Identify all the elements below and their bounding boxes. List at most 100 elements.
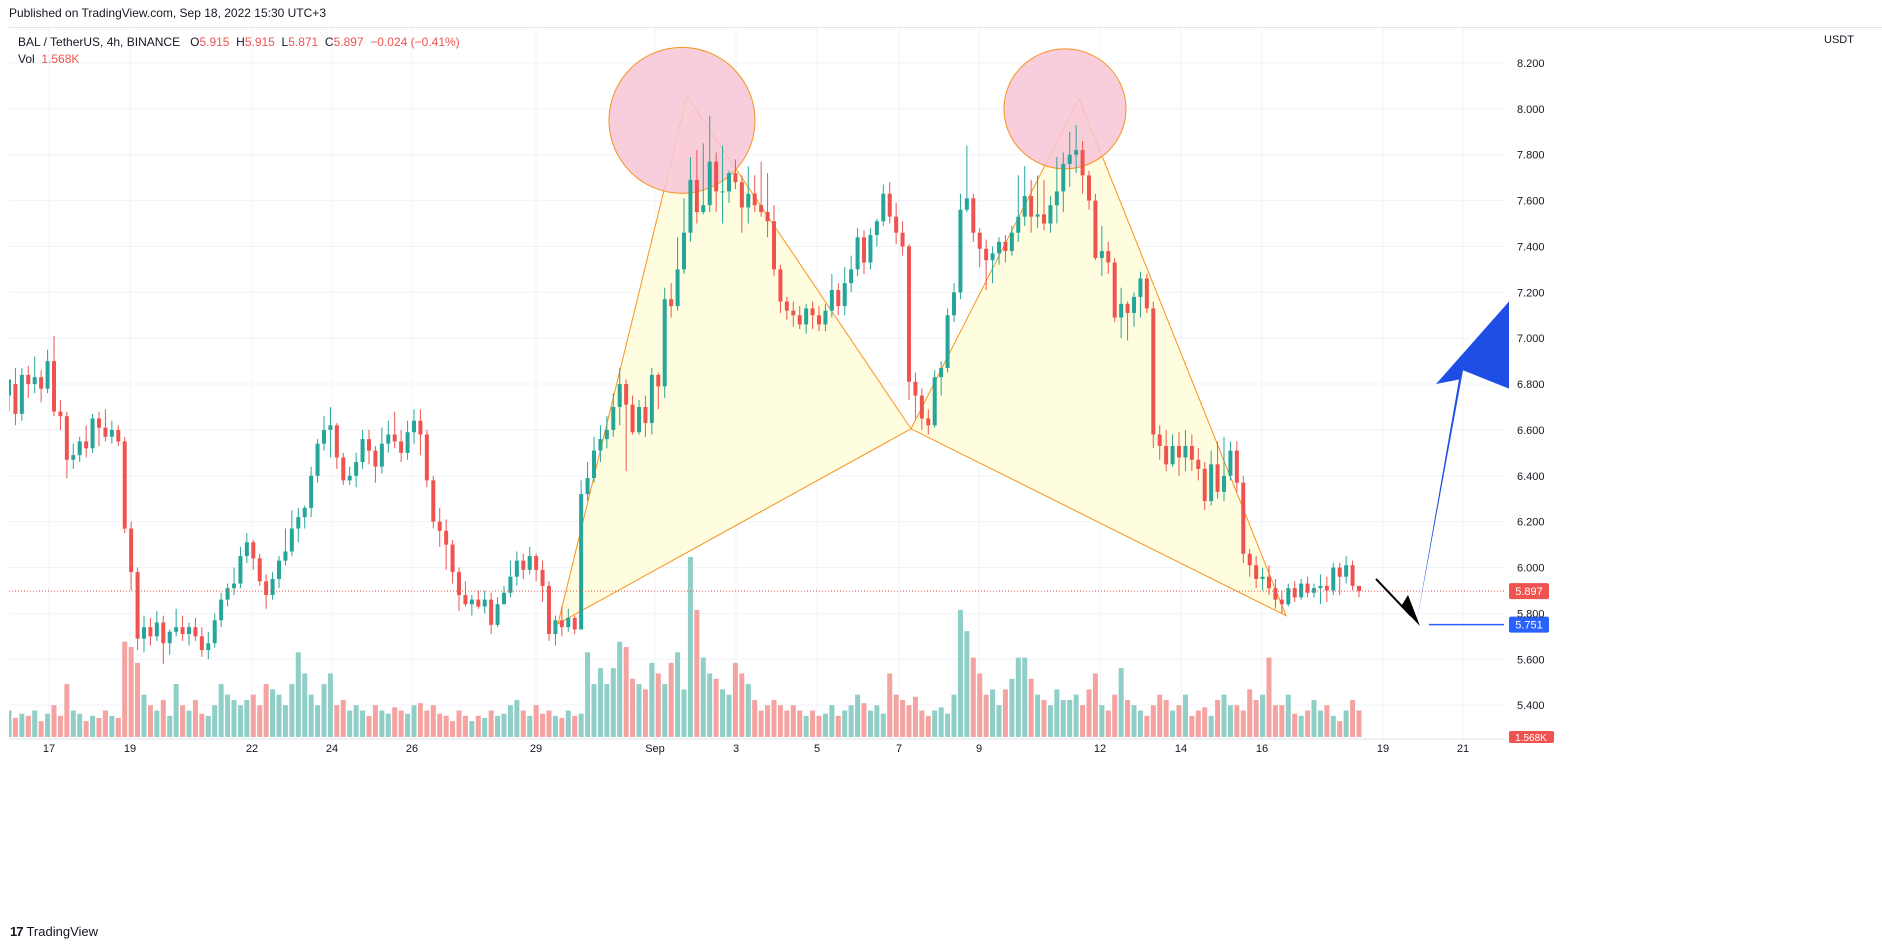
tradingview-logo[interactable]: 17 TradingView bbox=[10, 924, 98, 939]
candle-body bbox=[1061, 163, 1066, 192]
candle-body bbox=[521, 560, 526, 570]
volume-bar bbox=[1227, 705, 1233, 737]
candle-body bbox=[1260, 576, 1265, 579]
volume-bar bbox=[990, 689, 996, 737]
volume-bar bbox=[263, 684, 269, 737]
candle-body bbox=[437, 521, 442, 531]
candle-body bbox=[643, 406, 648, 424]
candle-body bbox=[862, 237, 866, 263]
candle-body bbox=[804, 308, 809, 325]
symbol-title[interactable]: BAL / TetherUS, 4h, BINANCE bbox=[18, 35, 181, 49]
candle-body bbox=[958, 209, 963, 293]
chart-area[interactable]: 5.897 5.751 1.568K 8.200 8.000 7.800 7.600 7.4… bbox=[6, 27, 1882, 921]
candle-body bbox=[444, 530, 449, 545]
candle-body bbox=[984, 248, 989, 261]
volume-bar bbox=[244, 699, 250, 737]
candle-body bbox=[399, 441, 404, 453]
candle-body bbox=[341, 457, 346, 481]
volume-bar bbox=[1035, 694, 1041, 737]
candle-body bbox=[682, 232, 686, 270]
legend-volume-row: Vol 1.568K bbox=[18, 51, 460, 68]
volume-bar bbox=[585, 652, 591, 737]
volume-bar bbox=[617, 641, 623, 737]
volume-label: Vol bbox=[18, 52, 35, 66]
last-price-label: 5.897 bbox=[1515, 586, 1543, 598]
price-tick-label: 7.000 bbox=[1517, 333, 1545, 345]
volume-bar bbox=[456, 710, 462, 737]
volume-bar bbox=[115, 717, 121, 737]
candle-body bbox=[1215, 464, 1220, 492]
volume-bar bbox=[1272, 705, 1278, 737]
volume-bar bbox=[745, 684, 751, 737]
legend-ohlc-row: BAL / TetherUS, 4h, BINANCE O5.915 H5.91… bbox=[18, 34, 460, 51]
volume-bar bbox=[893, 694, 899, 737]
volume-bar bbox=[282, 705, 288, 737]
volume-bar bbox=[507, 705, 513, 737]
price-tick-label: 7.200 bbox=[1517, 287, 1545, 299]
tradingview-logo-icon: 17 bbox=[10, 924, 24, 939]
volume-bar bbox=[861, 703, 867, 737]
currency-label: USDT bbox=[1824, 34, 1854, 46]
candle-body bbox=[135, 572, 140, 639]
candle-body bbox=[932, 377, 937, 426]
volume-bar bbox=[977, 673, 983, 737]
candle-body bbox=[251, 542, 256, 559]
volume-bar bbox=[1195, 710, 1201, 737]
change-value: −0.024 (−0.41%) bbox=[370, 35, 460, 49]
volume-bar bbox=[1144, 715, 1150, 737]
pattern-triangle-left bbox=[557, 95, 912, 625]
candle-body bbox=[1273, 588, 1278, 600]
volume-bar bbox=[533, 705, 539, 737]
volume-bar bbox=[822, 713, 828, 737]
volume-bar bbox=[430, 705, 436, 737]
candle-body bbox=[52, 361, 56, 412]
volume-bar bbox=[726, 694, 732, 737]
candle-body bbox=[1324, 585, 1329, 591]
candle-body bbox=[1344, 565, 1349, 577]
volume-bar bbox=[983, 694, 989, 737]
high-value: 5.915 bbox=[244, 35, 275, 49]
volume-bar bbox=[1150, 705, 1156, 737]
candle-body bbox=[784, 301, 789, 311]
candle-body bbox=[829, 290, 834, 311]
volume-bar bbox=[642, 689, 648, 737]
volume-bar bbox=[996, 705, 1002, 737]
volume-bar bbox=[1247, 689, 1253, 737]
open-label: O bbox=[190, 35, 200, 49]
volume-bar bbox=[495, 715, 501, 737]
candle-body bbox=[1254, 565, 1259, 579]
candle-body bbox=[1138, 278, 1143, 297]
price-tick-label: 7.800 bbox=[1517, 150, 1545, 162]
candle-body bbox=[1151, 308, 1156, 435]
candle-body bbox=[1157, 434, 1162, 446]
volume-bar bbox=[167, 715, 173, 737]
price-axis: 8.200 8.000 7.800 7.600 7.400 7.200 7.000 6.800… bbox=[1517, 58, 1545, 712]
volume-bar bbox=[12, 717, 18, 737]
volume-value: 1.568K bbox=[41, 52, 80, 66]
candle-body bbox=[1048, 205, 1053, 224]
target-price-label: 5.751 bbox=[1515, 620, 1543, 632]
volume-bar bbox=[1022, 657, 1028, 737]
candle-body bbox=[180, 627, 185, 635]
volume-bar bbox=[694, 609, 700, 737]
candle-body bbox=[675, 269, 680, 307]
pattern-triangle-right bbox=[910, 97, 1287, 617]
candle-body bbox=[926, 418, 931, 426]
candle-body bbox=[277, 560, 281, 579]
volume-bar bbox=[784, 710, 790, 737]
candle-body bbox=[1080, 150, 1085, 176]
price-chart[interactable]: 5.897 5.751 1.568K 8.200 8.000 7.800 7.600 7.4… bbox=[6, 28, 1882, 921]
candle-body bbox=[379, 443, 384, 467]
candle-body bbox=[527, 556, 532, 570]
candle-body bbox=[1074, 150, 1079, 155]
candle-body bbox=[1144, 278, 1149, 309]
volume-bar bbox=[51, 705, 57, 737]
candle-body bbox=[405, 432, 410, 453]
time-tick-label: 26 bbox=[406, 743, 418, 755]
candle-body bbox=[84, 441, 89, 449]
time-tick-label: 12 bbox=[1094, 743, 1106, 755]
candle-body bbox=[148, 627, 153, 637]
candle-body bbox=[617, 384, 622, 407]
volume-bar bbox=[1125, 699, 1131, 737]
time-tick-label: 24 bbox=[326, 743, 338, 755]
